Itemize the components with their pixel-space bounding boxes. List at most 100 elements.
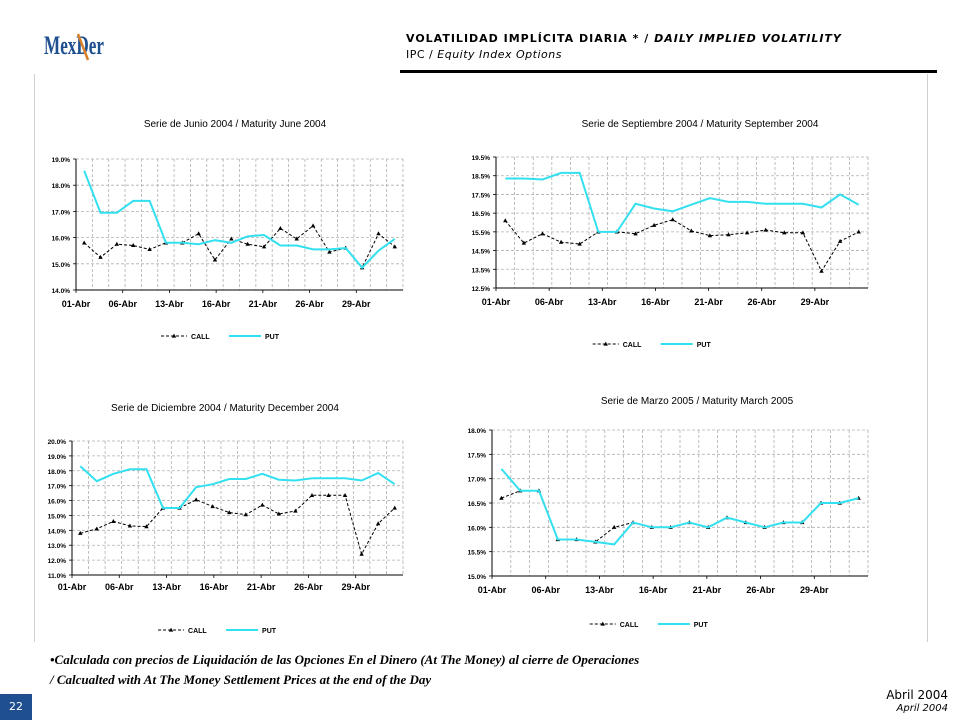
x-tick-label: 21-Abr [694, 297, 723, 307]
x-tick-label: 29-Abr [801, 297, 830, 307]
legend-label-call: CALL [620, 622, 639, 629]
y-tick-label: 15.0% [468, 574, 487, 581]
data-point-call [212, 257, 218, 262]
x-tick-label: 06-Abr [535, 297, 564, 307]
data-point-call [309, 492, 315, 497]
y-tick-label: 15.5% [468, 550, 487, 557]
legend-label-call: CALL [623, 342, 642, 349]
data-point-call [392, 244, 398, 249]
data-point-call [245, 241, 250, 246]
chart-title: Serie de Diciembre 2004 / Maturity Decem… [111, 403, 339, 414]
y-tick-label: 13.5% [472, 267, 491, 274]
footnote: •Calculada con precios de Liquidación de… [50, 650, 639, 690]
data-point-call [726, 232, 731, 237]
data-point-call [689, 228, 694, 233]
legend-marker-call [603, 341, 608, 346]
x-tick-label: 21-Abr [247, 582, 276, 592]
chart-title: Serie de Septiembre 2004 / Maturity Sept… [582, 119, 819, 130]
y-tick-label: 18.0% [52, 183, 71, 190]
y-tick-label: 17.0% [52, 209, 71, 216]
x-tick-label: 26-Abr [747, 297, 776, 307]
data-point-call [327, 249, 332, 254]
data-point-call [227, 510, 232, 515]
x-tick-label: 29-Abr [342, 299, 371, 309]
data-point-call [651, 222, 657, 227]
y-tick-label: 18.5% [472, 174, 491, 181]
data-point-call [503, 218, 508, 223]
chart-2: Serie de Septiembre 2004 / Maturity Sept… [472, 119, 869, 349]
data-point-call [293, 508, 298, 513]
data-point-call [243, 512, 248, 517]
x-tick-label: 29-Abr [341, 582, 370, 592]
data-point-call [147, 246, 152, 251]
chart-panel [34, 74, 928, 642]
y-tick-label: 15.0% [52, 262, 71, 269]
x-tick-label: 21-Abr [249, 299, 278, 309]
y-tick-label: 19.5% [472, 155, 491, 162]
y-tick-label: 16.5% [472, 211, 491, 218]
data-point-call [342, 492, 348, 497]
y-tick-label: 17.0% [48, 484, 67, 491]
x-tick-label: 01-Abr [478, 585, 507, 595]
header-subtitle: IPC / Equity Index Options [406, 48, 562, 61]
data-point-call [540, 231, 545, 236]
y-tick-label: 17.5% [472, 192, 491, 199]
data-point-call [276, 511, 282, 516]
series-line-put [500, 468, 859, 546]
data-point-call [633, 231, 638, 236]
data-point-call [127, 523, 133, 528]
data-point-call [744, 230, 750, 235]
header-rule [400, 70, 937, 73]
x-tick-label: 16-Abr [202, 299, 231, 309]
data-point-call [375, 521, 381, 526]
y-tick-label: 15.5% [472, 230, 491, 237]
data-point-call [782, 230, 787, 235]
legend-label-call: CALL [191, 334, 210, 341]
data-point-call [294, 236, 299, 241]
legend: CALL PUT [161, 333, 280, 341]
data-point-call [81, 240, 87, 245]
y-tick-label: 19.0% [52, 157, 71, 164]
x-tick-label: 06-Abr [531, 585, 560, 595]
x-tick-label: 01-Abr [58, 582, 87, 592]
data-point-call [612, 524, 617, 529]
data-point-call [326, 492, 331, 497]
y-tick-label: 13.0% [48, 543, 67, 550]
series-line-put [505, 171, 860, 233]
data-point-call [260, 502, 265, 507]
x-tick-label: 13-Abr [155, 299, 184, 309]
legend: CALL PUT [592, 341, 711, 349]
data-point-call [193, 497, 199, 502]
data-point-call [376, 231, 381, 236]
footer-date-en: April 2004 [896, 703, 948, 714]
x-tick-label: 29-Abr [800, 585, 829, 595]
x-tick-label: 06-Abr [108, 299, 137, 309]
mexder-logo: MexDer [44, 31, 104, 61]
y-tick-label: 18.0% [468, 428, 487, 435]
data-point-call [144, 524, 149, 529]
x-tick-label: 13-Abr [588, 297, 617, 307]
chart-3: Serie de Diciembre 2004 / Maturity Decem… [48, 403, 404, 635]
y-tick-label: 14.0% [48, 528, 67, 535]
series-line-put [83, 170, 396, 270]
y-tick-label: 16.0% [48, 499, 67, 506]
y-tick-label: 14.5% [472, 249, 491, 256]
y-tick-label: 19.0% [48, 454, 67, 461]
y-tick-label: 14.0% [52, 288, 71, 295]
y-tick-label: 17.5% [468, 452, 487, 459]
series-line-put [79, 465, 396, 509]
legend-label-call: CALL [188, 628, 207, 635]
y-tick-label: 12.5% [472, 286, 491, 293]
data-point-call [392, 505, 397, 510]
y-tick-label: 20.0% [48, 439, 67, 446]
data-point-call [856, 229, 861, 234]
x-tick-label: 01-Abr [482, 297, 511, 307]
x-tick-label: 26-Abr [295, 299, 324, 309]
data-point-call [114, 241, 120, 246]
x-tick-label: 13-Abr [585, 585, 614, 595]
data-point-call [94, 526, 100, 531]
data-point-call [763, 227, 768, 232]
svg-text:MexDer: MexDer [44, 31, 104, 60]
header-title: VOLATILIDAD IMPLÍCITA DIARIA * / DAILY I… [406, 32, 842, 45]
